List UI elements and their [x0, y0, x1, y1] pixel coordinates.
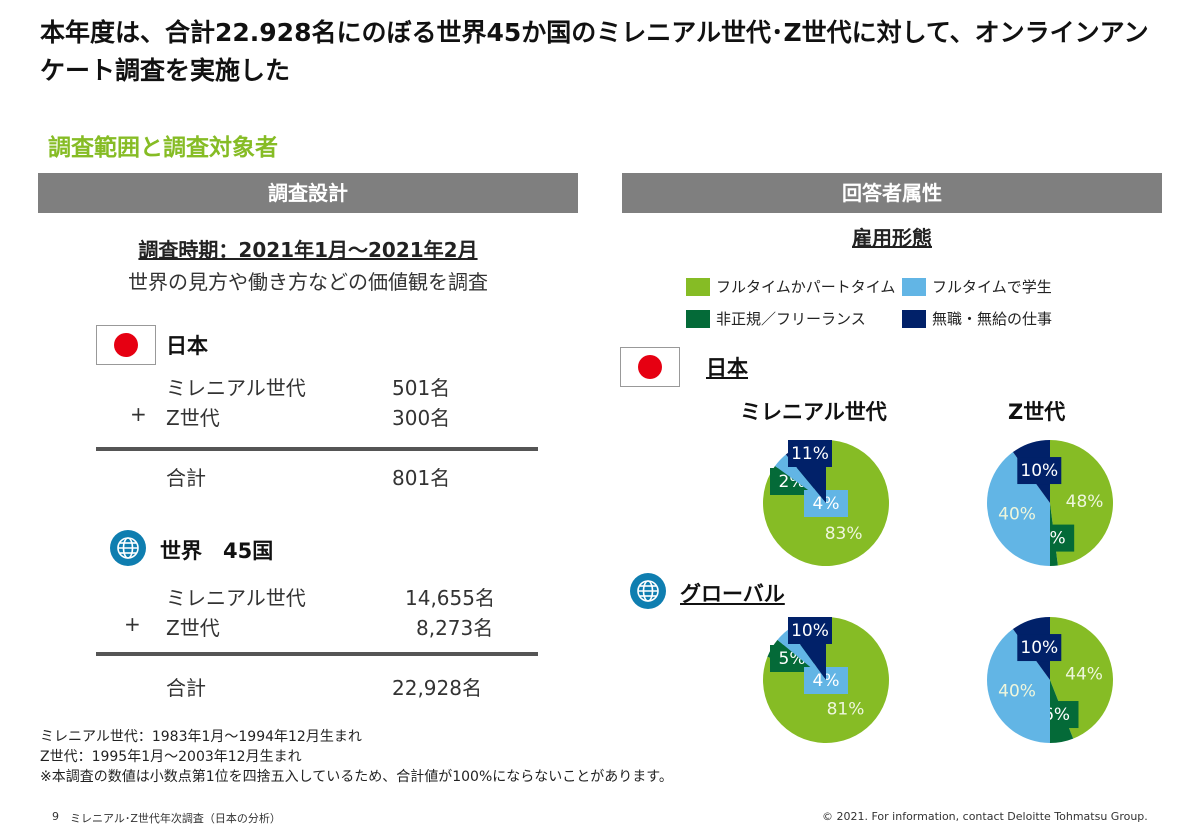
legend-label: 非正規／フリーランス	[716, 310, 866, 328]
pie-label-box	[1017, 457, 1062, 485]
pie-data-label: 40%	[998, 682, 1036, 702]
legend-swatch	[686, 309, 710, 328]
globe-icon	[110, 530, 146, 566]
world-total-label: 合計	[166, 676, 206, 700]
pie-chart: 81%5%4%10%	[763, 617, 890, 744]
world-millennial-value: 14,655名	[405, 586, 495, 610]
pie-data-label: 10%	[791, 621, 829, 641]
legend-swatch	[686, 277, 710, 296]
japan-chart-label: 日本	[706, 356, 748, 380]
pie-label-box	[1017, 634, 1062, 662]
japan-millennial-label: ミレニアル世代	[166, 376, 306, 400]
note-genz: Z世代：1995年1月～2003年12月生まれ	[40, 749, 302, 765]
pie-data-label: 11%	[791, 444, 829, 464]
world-millennial-label: ミレニアル世代	[166, 586, 306, 610]
pie-label-box	[788, 440, 832, 467]
japan-genz-value: 300名	[392, 406, 451, 430]
section-title: 調査範囲と調査対象者	[48, 135, 278, 161]
world-genz-label: Z世代	[166, 616, 220, 640]
legend-item: フルタイムで学生	[902, 276, 1052, 297]
pie-data-label: 81%	[827, 700, 865, 720]
col-label-millennial: ミレニアル世代	[740, 400, 887, 424]
row-prefix: +	[130, 402, 147, 426]
legend-label: 無職・無給の仕事	[932, 310, 1053, 328]
legend-item: フルタイムかパートタイム	[686, 276, 895, 297]
global-chart-label: グローバル	[680, 582, 785, 606]
note-rounding: ※本調査の数値は小数点第1位を四捨五入しているため、合計値が100%にならないこ…	[40, 769, 673, 785]
pie-label-box	[788, 617, 832, 644]
doc-name: ミレニアル･Z世代年次調査（日本の分析）	[70, 812, 281, 825]
legend-item: 無職・無給の仕事	[902, 308, 1052, 329]
pie-data-label: 4%	[813, 494, 840, 514]
survey-design-header: 調査設計	[38, 173, 578, 213]
col-label-genz: Z世代	[1008, 400, 1066, 424]
pie-data-label: 48%	[1066, 492, 1104, 512]
pie-data-label: 44%	[1065, 665, 1103, 685]
japan-flag-icon	[96, 325, 156, 365]
pie-chart: 48%2%40%10%	[987, 440, 1113, 566]
employment-title: 雇用形態	[852, 226, 932, 250]
pie-data-label: 4%	[813, 671, 840, 691]
japan-genz-label: Z世代	[166, 406, 220, 430]
japan-total-label: 合計	[166, 466, 206, 490]
pie-slice	[987, 452, 1050, 566]
japan-total-value: 801名	[392, 466, 451, 490]
world-label: 世界 45国	[160, 539, 274, 563]
page-number: 9	[52, 810, 59, 823]
legend-swatch	[902, 309, 926, 328]
pie-data-label: 83%	[825, 524, 863, 544]
pie-chart: 83%2%4%11%	[763, 440, 890, 566]
note-millennial: ミレニアル世代：1983年1月～1994年12月生まれ	[40, 729, 362, 745]
respondent-header: 回答者属性	[622, 173, 1162, 213]
divider	[96, 652, 538, 656]
row-prefix: +	[124, 612, 141, 636]
japan-flag-icon	[620, 347, 680, 387]
survey-period: 調査時期：2021年1月～2021年2月	[138, 238, 478, 262]
pie-data-label: 10%	[1020, 638, 1058, 658]
globe-icon	[630, 573, 666, 609]
pie-data-label: 10%	[1020, 461, 1058, 481]
legend-label: フルタイムかパートタイム	[716, 278, 896, 296]
pie-chart: 44%6%40%10%	[987, 617, 1114, 743]
pie-data-label: 40%	[998, 505, 1036, 525]
legend-label: フルタイムで学生	[932, 278, 1052, 296]
legend-item: 非正規／フリーランス	[686, 308, 866, 329]
japan-millennial-value: 501名	[392, 376, 451, 400]
world-genz-value: 8,273名	[416, 616, 494, 640]
survey-description: 世界の見方や働き方などの価値観を調査	[128, 270, 488, 294]
pie-slice	[987, 629, 1050, 743]
page-title: 本年度は、合計22.928名にのぼる世界45か国のミレニアル世代･Z世代に対して…	[40, 18, 1149, 85]
japan-label: 日本	[166, 334, 208, 358]
divider	[96, 447, 538, 451]
legend-swatch	[902, 277, 926, 296]
copyright: © 2021. For information, contact Deloitt…	[822, 810, 1148, 823]
world-total-value: 22,928名	[392, 676, 482, 700]
